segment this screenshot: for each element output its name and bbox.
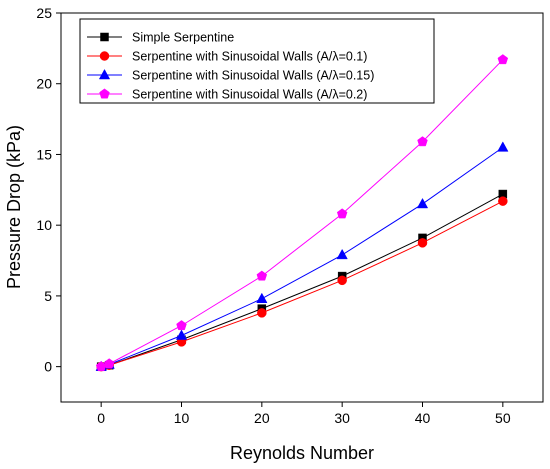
data-point [417, 136, 428, 147]
series-1 [96, 189, 508, 371]
legend-label: Serpentine with Sinusoidal Walls (A/λ=0.… [132, 88, 367, 102]
series-4 [95, 54, 509, 372]
data-point [103, 358, 115, 369]
series-line [101, 193, 504, 368]
legend: Simple Serpentine Serpentine with Sinusoi… [79, 18, 435, 104]
legend-marker [99, 88, 110, 99]
y-tick-label: 5 [44, 288, 52, 304]
series-line [101, 200, 504, 368]
legend-marker [98, 68, 111, 80]
x-tick-label: 30 [334, 410, 350, 426]
legend-entry: Serpentine with Sinusoidal Walls (A/λ=0.… [87, 50, 367, 64]
legend-label: Simple Serpentine [132, 31, 234, 45]
y-tick-label: 25 [36, 5, 52, 21]
series-line [101, 59, 504, 368]
x-tick-label: 0 [97, 410, 105, 426]
data-point [337, 275, 347, 286]
x-axis-title: Reynolds Number [230, 443, 374, 463]
data-point [257, 308, 267, 318]
data-point [256, 270, 268, 281]
data-point [497, 141, 509, 152]
y-tick-label: 0 [44, 359, 52, 375]
legend-marker [100, 32, 109, 42]
y-tick-label: 15 [36, 146, 52, 162]
legend-label: Serpentine with Sinusoidal Walls (A/λ=0.… [132, 69, 374, 83]
data-point [256, 292, 268, 303]
data-point [416, 197, 429, 209]
series-3 [95, 141, 509, 371]
x-tick-label: 20 [254, 410, 270, 426]
legend-entry: Serpentine with Sinusoidal Walls (A/λ=0.… [87, 88, 367, 102]
data-point [175, 329, 188, 340]
y-axis-title: Pressure Drop (kPa) [4, 125, 24, 289]
data-point [176, 320, 187, 331]
data-point [498, 196, 508, 206]
legend-label: Serpentine with Sinusoidal Walls (A/λ=0.… [132, 50, 367, 64]
x-tick-label: 10 [174, 410, 190, 426]
data-point [336, 208, 348, 219]
legend-entry: Serpentine with Sinusoidal Walls (A/λ=0.… [87, 69, 374, 83]
legend-box [79, 18, 435, 104]
series-line [101, 146, 504, 368]
data-point [497, 54, 509, 65]
y-tick-label: 10 [36, 217, 52, 233]
axis-ticks: 0 10 20 30 40 50 0 5 10 15 20 25 [36, 5, 510, 426]
data-point [417, 238, 428, 248]
series-layer [95, 54, 509, 372]
x-tick-label: 40 [415, 410, 431, 426]
legend-marker [99, 51, 110, 61]
y-tick-label: 20 [36, 76, 52, 92]
legend-entry: Simple Serpentine [87, 31, 234, 45]
data-point [336, 248, 348, 260]
x-tick-label: 50 [495, 410, 511, 426]
plot-frame [60, 12, 544, 403]
